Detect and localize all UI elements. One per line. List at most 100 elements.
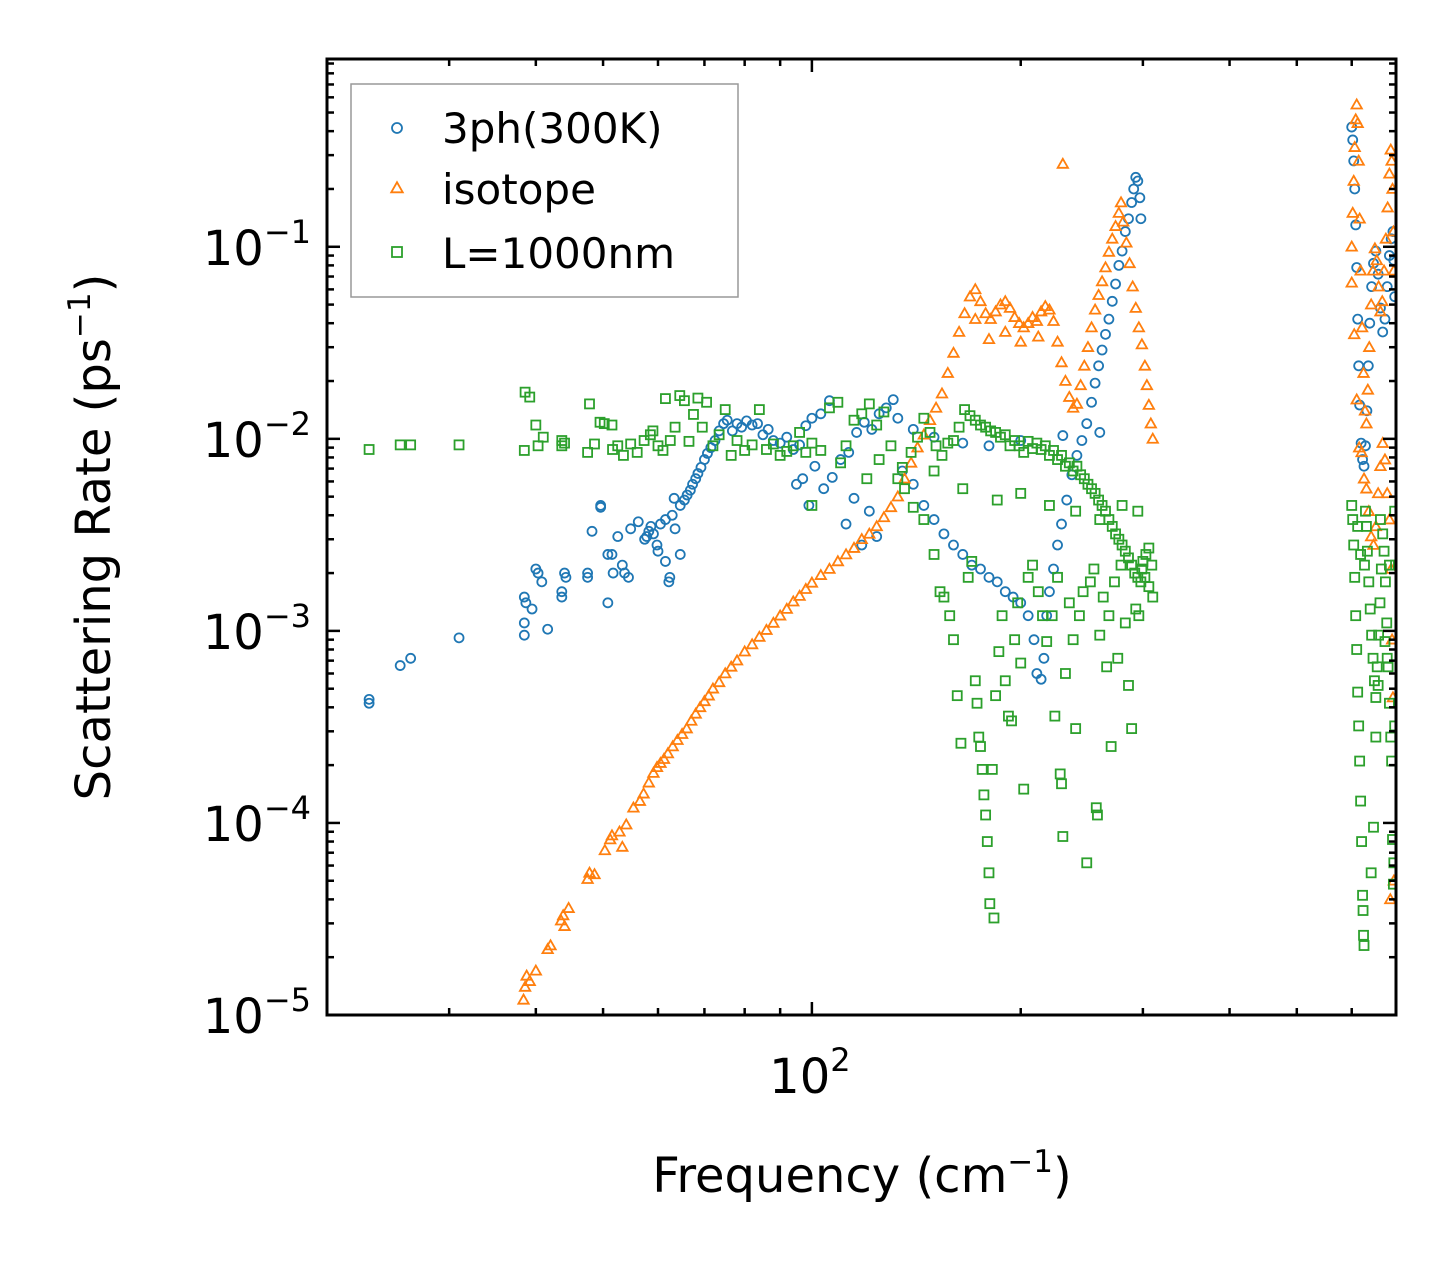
series-2 xyxy=(363,386,1396,951)
data-point xyxy=(690,473,702,485)
data-point xyxy=(946,345,961,358)
data-point xyxy=(815,408,827,420)
data-point xyxy=(1116,214,1130,227)
data-point xyxy=(1377,326,1389,338)
data-point xyxy=(606,419,618,431)
data-point xyxy=(1344,275,1359,288)
data-point xyxy=(1130,603,1142,615)
data-point xyxy=(1042,302,1057,315)
data-point xyxy=(453,632,465,644)
data-point xyxy=(1135,213,1147,225)
data-point xyxy=(724,659,738,672)
data-point xyxy=(1109,576,1120,588)
data-point xyxy=(1013,334,1028,347)
data-point xyxy=(657,445,669,456)
data-point xyxy=(1374,597,1386,609)
data-point xyxy=(1346,174,1361,186)
data-point xyxy=(518,629,530,641)
data-point xyxy=(998,325,1012,337)
y-tick-label: 10−5 xyxy=(203,981,311,1045)
data-point xyxy=(1103,610,1115,622)
data-point xyxy=(1125,279,1140,292)
data-point xyxy=(556,591,568,603)
data-point xyxy=(835,454,847,465)
data-point xyxy=(873,454,885,465)
data-point xyxy=(1355,320,1369,333)
data-point xyxy=(642,775,656,788)
data-point xyxy=(1114,195,1128,208)
data-point xyxy=(1384,142,1396,155)
data-point xyxy=(936,449,948,461)
data-point xyxy=(1368,821,1379,833)
data-point xyxy=(781,431,793,443)
data-point xyxy=(657,752,671,764)
data-point xyxy=(542,623,554,635)
data-point xyxy=(612,440,624,452)
data-point xyxy=(871,531,883,542)
data-point xyxy=(1372,680,1384,691)
data-point xyxy=(848,414,860,426)
data-point xyxy=(973,294,988,307)
data-point xyxy=(773,608,787,621)
data-point xyxy=(862,526,877,539)
data-point xyxy=(1364,529,1378,542)
data-point xyxy=(394,660,406,671)
data-point xyxy=(1353,263,1368,276)
data-point xyxy=(781,446,793,457)
data-point xyxy=(669,421,681,433)
data-point xyxy=(518,979,532,992)
data-point xyxy=(1380,200,1395,213)
data-point xyxy=(983,867,995,879)
data-point xyxy=(1081,418,1093,430)
data-point xyxy=(899,483,910,495)
data-point xyxy=(1101,661,1113,673)
y-axis-label-tail: ) xyxy=(66,274,122,293)
data-point xyxy=(1366,629,1378,641)
data-point xyxy=(1365,867,1377,879)
data-point xyxy=(952,325,966,337)
data-point xyxy=(598,843,612,856)
data-point xyxy=(1358,403,1372,416)
data-point xyxy=(1021,316,1035,328)
data-point xyxy=(1349,183,1361,195)
data-point xyxy=(1103,313,1115,325)
data-point xyxy=(885,440,897,452)
data-point xyxy=(1370,731,1382,743)
data-point xyxy=(856,408,868,420)
data-point xyxy=(582,567,594,579)
data-point xyxy=(1106,520,1118,532)
data-point xyxy=(799,582,813,594)
data-point xyxy=(1027,559,1038,571)
x-axis-label-main: Frequency (cm xyxy=(652,1148,1007,1204)
data-point xyxy=(707,440,719,452)
data-point xyxy=(1351,153,1366,166)
data-point xyxy=(1140,549,1152,560)
y-axis-label-exponent: −1 xyxy=(62,292,98,338)
data-point xyxy=(928,465,940,477)
legend: 3ph(300K) isotope L=1000nm xyxy=(350,83,739,298)
data-point xyxy=(1138,358,1152,371)
data-point xyxy=(1094,629,1106,641)
data-point xyxy=(806,412,818,424)
data-point xyxy=(518,445,530,456)
data-point xyxy=(529,963,543,976)
data-point xyxy=(1352,686,1364,698)
data-point xyxy=(719,404,731,415)
data-point xyxy=(1096,344,1108,356)
data-point xyxy=(520,597,532,609)
data-point xyxy=(1126,723,1138,734)
data-point xyxy=(1022,571,1034,583)
data-point xyxy=(818,483,830,495)
data-point xyxy=(786,594,800,607)
data-point xyxy=(363,693,375,705)
data-point xyxy=(536,576,548,588)
data-point xyxy=(1086,396,1097,408)
data-point xyxy=(752,629,767,642)
data-point xyxy=(1106,295,1118,307)
data-point xyxy=(766,615,781,628)
data-point xyxy=(745,637,759,650)
data-point xyxy=(951,690,963,702)
data-point xyxy=(1031,329,1046,342)
data-point xyxy=(982,332,996,345)
